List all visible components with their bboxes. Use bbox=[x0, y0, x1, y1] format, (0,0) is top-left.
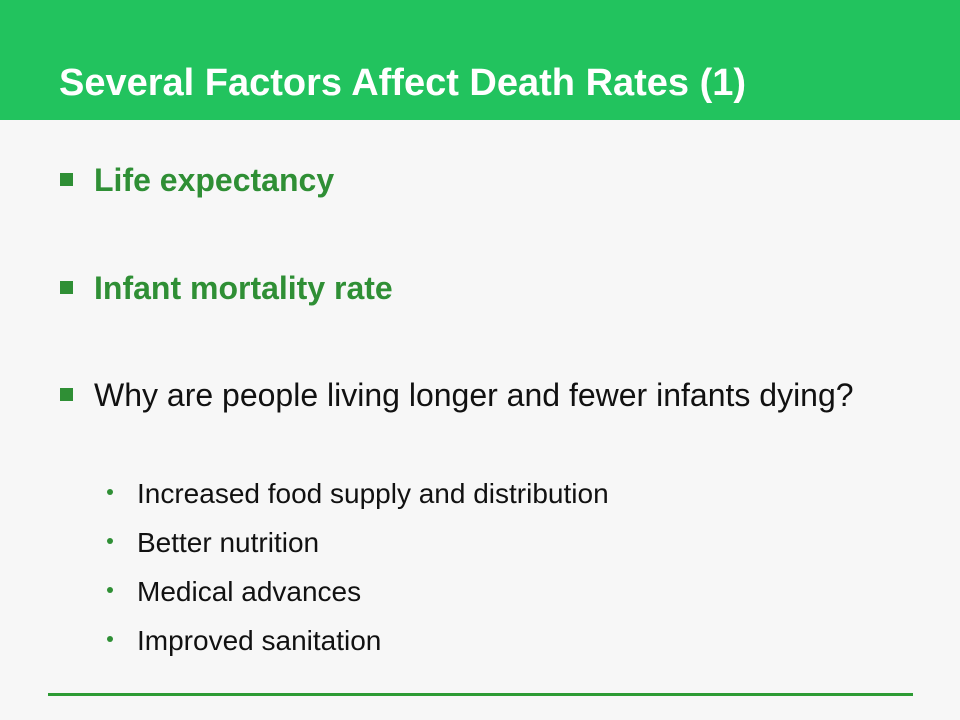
round-bullet-icon bbox=[107, 489, 113, 495]
sub-bullet-text: Increased food supply and distribution bbox=[137, 478, 609, 509]
footer-divider bbox=[48, 693, 913, 696]
bullet-item-life-expectancy: Life expectancy bbox=[60, 162, 880, 202]
title-bar: Several Factors Affect Death Rates (1) bbox=[0, 0, 960, 120]
sub-bullet-nutrition: Better nutrition bbox=[107, 526, 807, 560]
square-bullet-icon bbox=[60, 173, 73, 186]
sub-bullet-food-supply: Increased food supply and distribution bbox=[107, 477, 807, 511]
square-bullet-icon bbox=[60, 281, 73, 294]
square-bullet-icon bbox=[60, 388, 73, 401]
sub-bullet-text: Improved sanitation bbox=[137, 625, 382, 656]
bullet-text: Infant mortality rate bbox=[94, 270, 393, 306]
round-bullet-icon bbox=[107, 587, 113, 593]
bullet-item-infant-mortality-rate: Infant mortality rate bbox=[60, 270, 880, 310]
sub-bullet-sanitation: Improved sanitation bbox=[107, 624, 807, 658]
sub-bullet-text: Medical advances bbox=[137, 576, 362, 607]
bullet-item-why-question: Why are people living longer and fewer i… bbox=[60, 377, 880, 457]
bullet-text: Life expectancy bbox=[94, 162, 335, 198]
sub-bullet-medical-advances: Medical advances bbox=[107, 575, 807, 609]
sub-bullet-text: Better nutrition bbox=[137, 527, 320, 558]
slide-title: Several Factors Affect Death Rates (1) bbox=[59, 62, 747, 104]
bullet-text: Why are people living longer and fewer i… bbox=[94, 377, 854, 413]
round-bullet-icon bbox=[107, 636, 113, 642]
round-bullet-icon bbox=[107, 538, 113, 544]
